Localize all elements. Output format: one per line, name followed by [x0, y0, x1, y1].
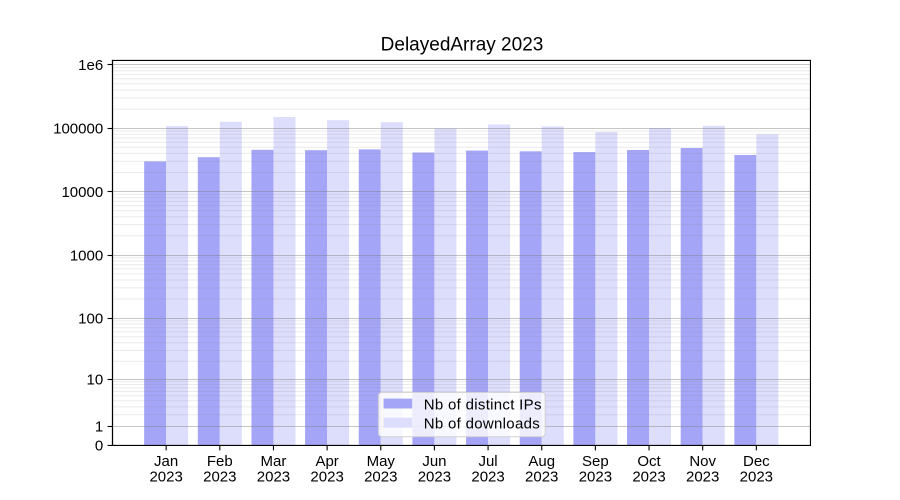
svg-text:2023: 2023 [418, 469, 451, 486]
svg-text:Nb of downloads: Nb of downloads [424, 415, 540, 432]
svg-text:2023: 2023 [632, 469, 665, 486]
svg-text:Apr: Apr [315, 453, 338, 470]
svg-text:Sep: Sep [582, 453, 609, 470]
svg-text:1: 1 [95, 418, 103, 435]
svg-text:2023: 2023 [525, 469, 558, 486]
svg-text:May: May [367, 453, 396, 470]
svg-text:10: 10 [87, 371, 104, 388]
svg-text:2023: 2023 [364, 469, 397, 486]
svg-text:Jun: Jun [422, 453, 446, 470]
svg-text:Nb of distinct IPs: Nb of distinct IPs [424, 396, 542, 413]
svg-text:Jul: Jul [478, 453, 497, 470]
svg-text:100000: 100000 [53, 121, 103, 138]
svg-text:2023: 2023 [257, 469, 290, 486]
svg-text:2023: 2023 [471, 469, 504, 486]
svg-text:2023: 2023 [310, 469, 343, 486]
svg-text:Feb: Feb [207, 453, 233, 470]
svg-text:10000: 10000 [61, 184, 103, 201]
svg-text:100: 100 [78, 310, 103, 327]
svg-text:DelayedArray 2023: DelayedArray 2023 [381, 35, 544, 56]
svg-text:Jan: Jan [154, 453, 178, 470]
svg-text:2023: 2023 [740, 469, 773, 486]
svg-text:Oct: Oct [637, 453, 661, 470]
svg-text:2023: 2023 [203, 469, 236, 486]
svg-text:0: 0 [95, 437, 103, 454]
svg-text:Aug: Aug [528, 453, 555, 470]
svg-text:1000: 1000 [70, 247, 103, 264]
svg-text:Mar: Mar [261, 453, 287, 470]
svg-text:2023: 2023 [149, 469, 182, 486]
svg-text:1e6: 1e6 [78, 57, 103, 74]
svg-text:2023: 2023 [579, 469, 612, 486]
svg-text:2023: 2023 [686, 469, 719, 486]
svg-text:Dec: Dec [743, 453, 770, 470]
svg-text:Nov: Nov [689, 453, 716, 470]
